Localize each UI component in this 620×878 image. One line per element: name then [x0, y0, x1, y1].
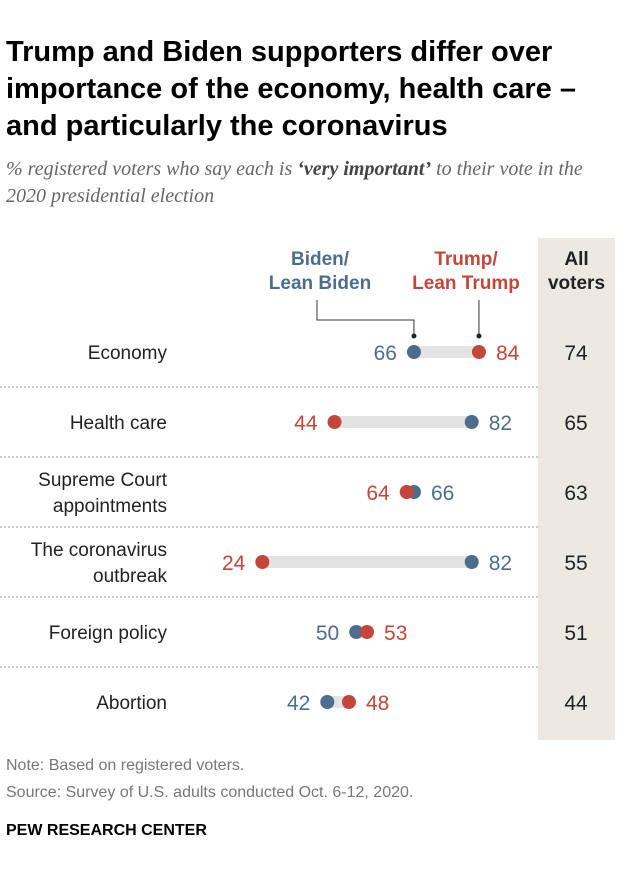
data-label-trump: 64 — [366, 482, 390, 505]
dot-biden — [349, 625, 364, 639]
dot-trump — [341, 695, 356, 709]
legend-leader-biden — [316, 300, 415, 336]
data-label-all-voters: 74 — [564, 342, 588, 365]
data-label-biden: 82 — [489, 412, 512, 435]
data-label-biden: 66 — [431, 482, 454, 505]
dot-biden — [464, 555, 479, 569]
data-label-trump: 53 — [384, 622, 407, 645]
data-label-trump: 84 — [496, 342, 520, 365]
data-label-all-voters: 55 — [564, 552, 587, 575]
legend-biden-line2: Lean Biden — [268, 273, 372, 294]
subtitle-part: to their vote in the 2020 presidential e… — [6, 158, 583, 207]
chart-title: Trump and Biden supporters differ over i… — [6, 36, 576, 142]
legend-all-voters: All voters — [538, 248, 615, 296]
category-label: outbreak — [93, 566, 167, 587]
legend-all-line1: All — [564, 249, 589, 270]
data-label-biden: 66 — [374, 342, 397, 365]
all-voters-column — [538, 238, 615, 740]
source: Source: Survey of U.S. adults conducted … — [6, 784, 414, 801]
legend-trump: Trump/Lean Trump — [396, 248, 536, 296]
data-label-trump: 44 — [294, 412, 318, 435]
dot-trump — [360, 625, 375, 639]
subtitle-part: % registered voters who say each is — [6, 158, 298, 180]
category-label: Abortion — [96, 693, 167, 714]
category-label: appointments — [53, 496, 167, 517]
chart-subtitle: % registered voters who say each is ‘ver… — [6, 156, 616, 210]
data-label-all-voters: 44 — [564, 692, 588, 715]
data-label-all-voters: 51 — [564, 622, 587, 645]
data-label-all-voters: 65 — [564, 412, 587, 435]
legend-trump-line1: Trump/ — [434, 249, 498, 270]
legend-biden-line1: Biden/ — [290, 249, 350, 270]
brand-logo: PEW RESEARCH CENTER — [6, 822, 207, 839]
category-label: Foreign policy — [49, 623, 168, 644]
dot-biden — [464, 415, 479, 429]
category-label: Economy — [88, 343, 168, 364]
legend-trump-line2: Lean Trump — [412, 273, 520, 294]
legend-biden: Biden/Lean Biden — [250, 248, 390, 296]
dot-biden — [320, 695, 335, 709]
data-label-trump: 24 — [222, 552, 246, 575]
category-label: Supreme Court — [38, 470, 168, 491]
data-label-biden: 50 — [316, 622, 339, 645]
data-label-biden: 42 — [287, 692, 310, 715]
category-label: The coronavirus — [31, 540, 167, 561]
note: Note: Based on registered voters. — [6, 757, 245, 774]
dot-biden — [406, 345, 421, 359]
data-label-all-voters: 63 — [564, 482, 587, 505]
legend-all-line2: voters — [547, 273, 606, 294]
legend-leader-dot — [411, 333, 417, 339]
dot-trump — [327, 415, 342, 429]
data-label-trump: 48 — [366, 692, 389, 715]
data-label-biden: 82 — [489, 552, 512, 575]
category-label: Health care — [70, 413, 167, 434]
dot-trump — [399, 485, 414, 499]
legend-leader-dot — [476, 333, 482, 339]
dot-trump — [471, 345, 486, 359]
subtitle-emphasis: ‘very important’ — [297, 158, 432, 180]
dot-trump — [255, 555, 270, 569]
